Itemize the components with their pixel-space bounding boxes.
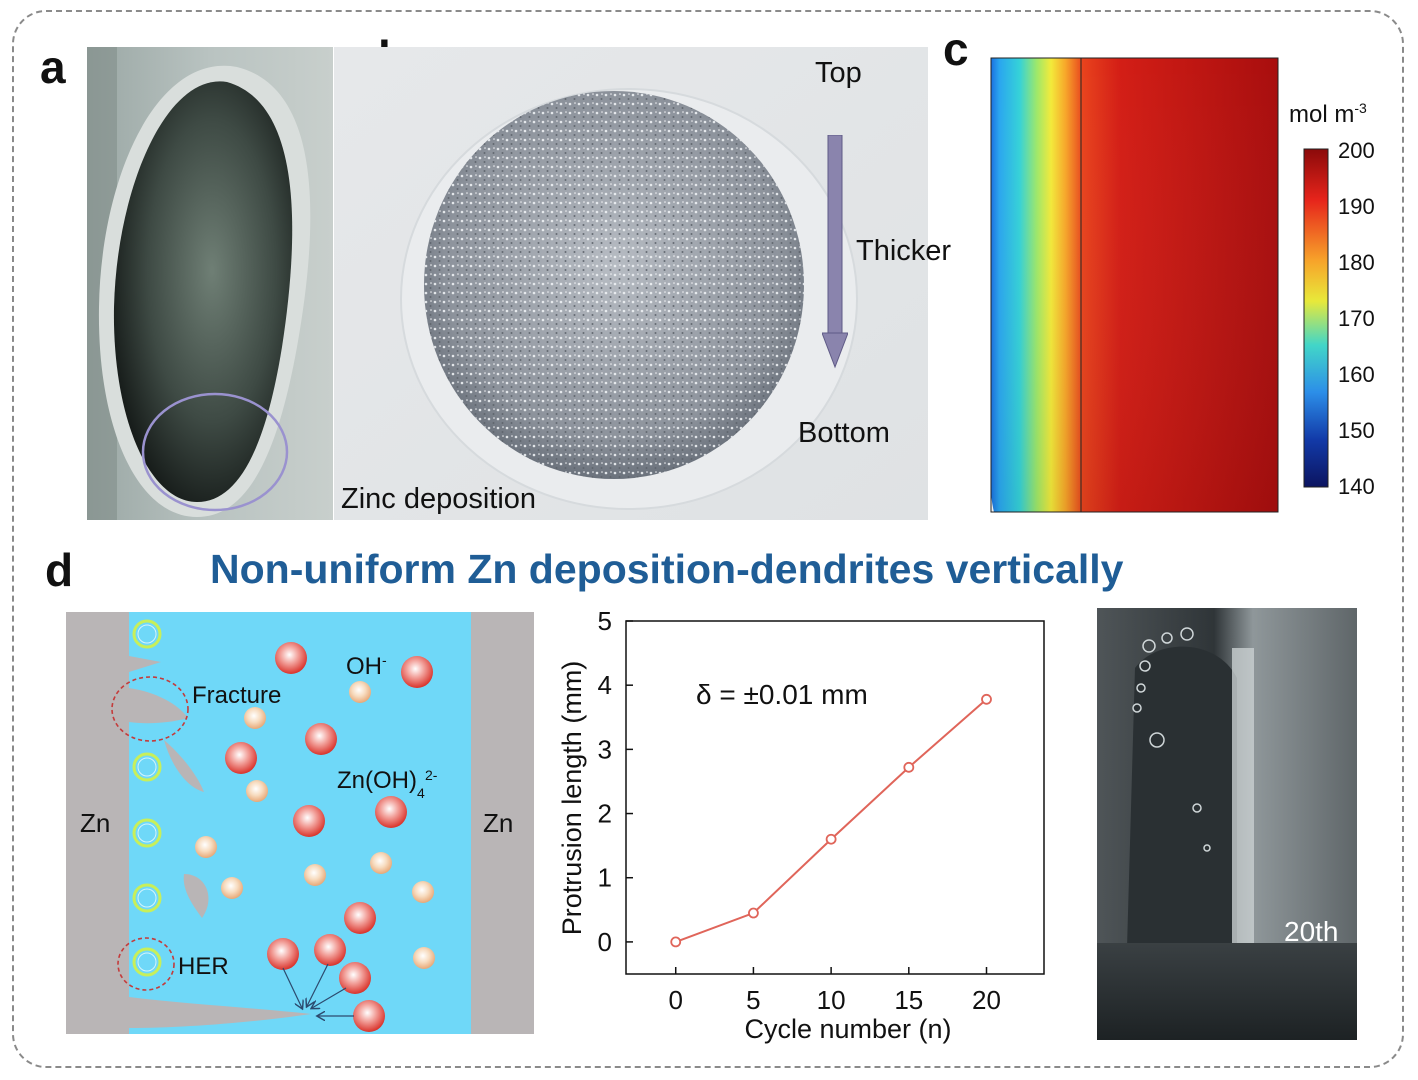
colorbar-unit: mol m-3 (1289, 100, 1367, 128)
x-tick-label: 5 (746, 985, 760, 1015)
label-thicker: Thicker (856, 235, 952, 267)
y-tick-label: 0 (598, 927, 612, 957)
x-tick-label: 0 (668, 985, 682, 1015)
panel-b-photo (334, 47, 928, 520)
data-point (748, 907, 759, 919)
panel-d-title: Non-uniform Zn deposition-dendrites vert… (210, 546, 1124, 592)
data-point (825, 833, 837, 845)
y-axis-label: Protrusion length (mm) (557, 661, 587, 936)
colorbar-tick: 160 (1338, 362, 1375, 387)
protrusion-chart: Protrusion length (mm) Cycle number (n) … (544, 600, 1064, 1060)
label-hydroxide: OH- (346, 652, 387, 680)
data-point (981, 693, 992, 705)
label-zincate: Zn(OH) 4 2- (337, 767, 438, 801)
chart-annotation: δ = ±0.01 mm (696, 679, 868, 710)
x-tick-label: 20 (972, 985, 1001, 1015)
plot-area (625, 620, 1045, 975)
deposition-schematic (66, 612, 534, 1039)
panel-a-photo (87, 47, 333, 520)
panel-d-photo (1097, 608, 1357, 1040)
panel-letter-c: c (943, 23, 969, 75)
label-zn-left: Zn (80, 808, 111, 838)
y-tick-label: 5 (598, 606, 612, 636)
panel-letter-d: d (45, 544, 74, 596)
colorbar-tick: 190 (1338, 194, 1375, 219)
figure-frame (12, 10, 1404, 1068)
label-fracture: Fracture (192, 682, 282, 709)
data-point (670, 936, 682, 948)
x-tick-label: 10 (817, 985, 846, 1015)
concentration-map (988, 56, 1280, 519)
label-her: HER (178, 953, 229, 980)
colorbar-tick: 170 (1338, 306, 1375, 331)
data-point (903, 761, 915, 773)
colorbar-tick: 150 (1338, 418, 1375, 443)
label-bottom: Bottom (798, 417, 890, 449)
y-tick-label: 3 (598, 734, 612, 764)
y-tick-label: 1 (598, 863, 612, 893)
y-tick-label: 2 (598, 799, 612, 829)
colorbar-tick: 180 (1338, 250, 1375, 275)
caption-zinc-deposition: Zinc deposition (341, 483, 537, 515)
label-zn-right: Zn (483, 808, 514, 838)
y-tick-label: 4 (598, 670, 612, 700)
x-axis-label: Cycle number (n) (744, 1014, 951, 1044)
panel-letter-a: a (40, 41, 66, 93)
colorbar-tick: 140 (1338, 474, 1375, 499)
x-tick-label: 15 (894, 985, 923, 1015)
colorbar (1303, 148, 1329, 493)
colorbar-tick: 200 (1338, 138, 1375, 163)
label-20th: 20th (1284, 916, 1339, 947)
thicker-arrow (821, 134, 849, 375)
label-top: Top (815, 57, 862, 89)
